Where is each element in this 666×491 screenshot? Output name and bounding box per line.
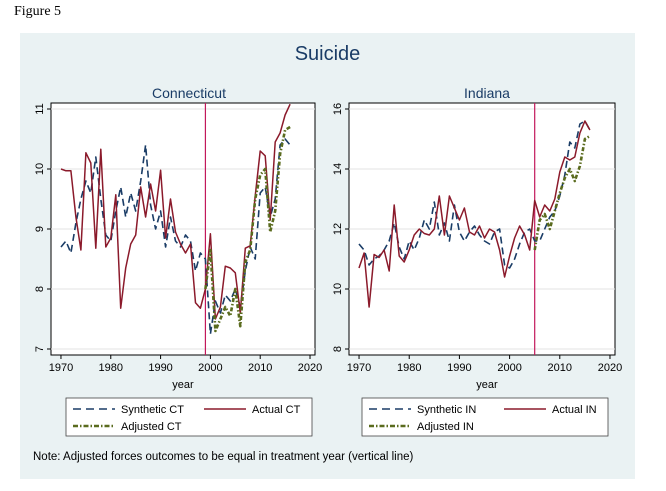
chart-connecticut: Connecticut 7 8 9 10 11 1970 1980 1990 2000 2010 2… bbox=[34, 85, 322, 437]
y-tick-label: 14 bbox=[332, 163, 344, 175]
x-tick-label: 2010 bbox=[548, 362, 572, 374]
x-tick-label: 1970 bbox=[347, 362, 371, 374]
y-tick-label: 7 bbox=[34, 346, 46, 352]
axis-ticks-ct: 7 8 9 10 11 1970 1980 1990 2000 2010 2020 bbox=[34, 103, 322, 374]
legend-label-actual-in: Actual IN bbox=[552, 404, 597, 416]
y-tick-label: 12 bbox=[332, 223, 344, 235]
legend-label-synthetic-in: Synthetic IN bbox=[417, 404, 476, 416]
legend-ct: Synthetic CT Actual CT Adjusted CT bbox=[65, 397, 313, 437]
figure-note: Note: Adjusted forces outcomes to be equ… bbox=[33, 451, 414, 463]
chart-title-in: Indiana bbox=[464, 85, 510, 101]
x-tick-label: 2000 bbox=[497, 362, 521, 374]
x-tick-label: 2020 bbox=[298, 362, 322, 374]
y-tick-label: 9 bbox=[34, 226, 46, 232]
series-line-adjusted bbox=[204, 125, 291, 333]
series-line-adjusted bbox=[533, 134, 591, 251]
legend-box-in bbox=[361, 397, 609, 437]
y-tick-label: 16 bbox=[332, 103, 344, 115]
legend-box-ct bbox=[65, 397, 313, 437]
series-ct bbox=[60, 103, 291, 355]
legend-in: Synthetic IN Actual IN Adjusted IN bbox=[361, 397, 609, 437]
legend-label-adjusted-in: Adjusted IN bbox=[417, 421, 474, 433]
charts-canvas: Connecticut 7 8 9 10 11 1970 1980 1990 2000 2010 2… bbox=[34, 85, 622, 437]
chart-title-ct: Connecticut bbox=[152, 85, 226, 101]
y-tick-label: 11 bbox=[34, 103, 46, 114]
x-tick-label: 2000 bbox=[198, 362, 222, 374]
figure-label: Figure 5 bbox=[14, 4, 62, 19]
legend-label-adjusted-ct: Adjusted CT bbox=[121, 421, 182, 433]
main-title: Suicide bbox=[294, 43, 361, 65]
figure-panel: Suicide Connecticut 7 8 9 10 11 1970 1980 1990 2… bbox=[20, 33, 635, 479]
x-axis-label-ct: year bbox=[172, 379, 194, 391]
x-tick-label: 1990 bbox=[148, 362, 172, 374]
axis-ticks-in: 8 10 12 14 16 1970 1980 1990 2000 2010 2020 bbox=[332, 103, 622, 374]
chart-indiana: Indiana 8 10 12 14 16 1970 1980 1990 2000 2010 202… bbox=[332, 85, 622, 437]
series-line-actual bbox=[358, 120, 591, 308]
x-tick-label: 2010 bbox=[248, 362, 272, 374]
x-tick-label: 2020 bbox=[598, 362, 622, 374]
series-in bbox=[358, 103, 591, 355]
legend-label-synthetic-ct: Synthetic CT bbox=[121, 404, 184, 416]
x-tick-label: 1990 bbox=[447, 362, 471, 374]
x-tick-label: 1980 bbox=[397, 362, 421, 374]
x-tick-label: 1970 bbox=[49, 362, 73, 374]
y-tick-label: 8 bbox=[34, 286, 46, 292]
x-tick-label: 1980 bbox=[99, 362, 123, 374]
y-tick-label: 10 bbox=[34, 163, 46, 175]
y-tick-label: 8 bbox=[332, 346, 344, 352]
legend-label-actual-ct: Actual CT bbox=[252, 404, 301, 416]
x-axis-label-in: year bbox=[476, 379, 498, 391]
y-tick-label: 10 bbox=[332, 283, 344, 295]
